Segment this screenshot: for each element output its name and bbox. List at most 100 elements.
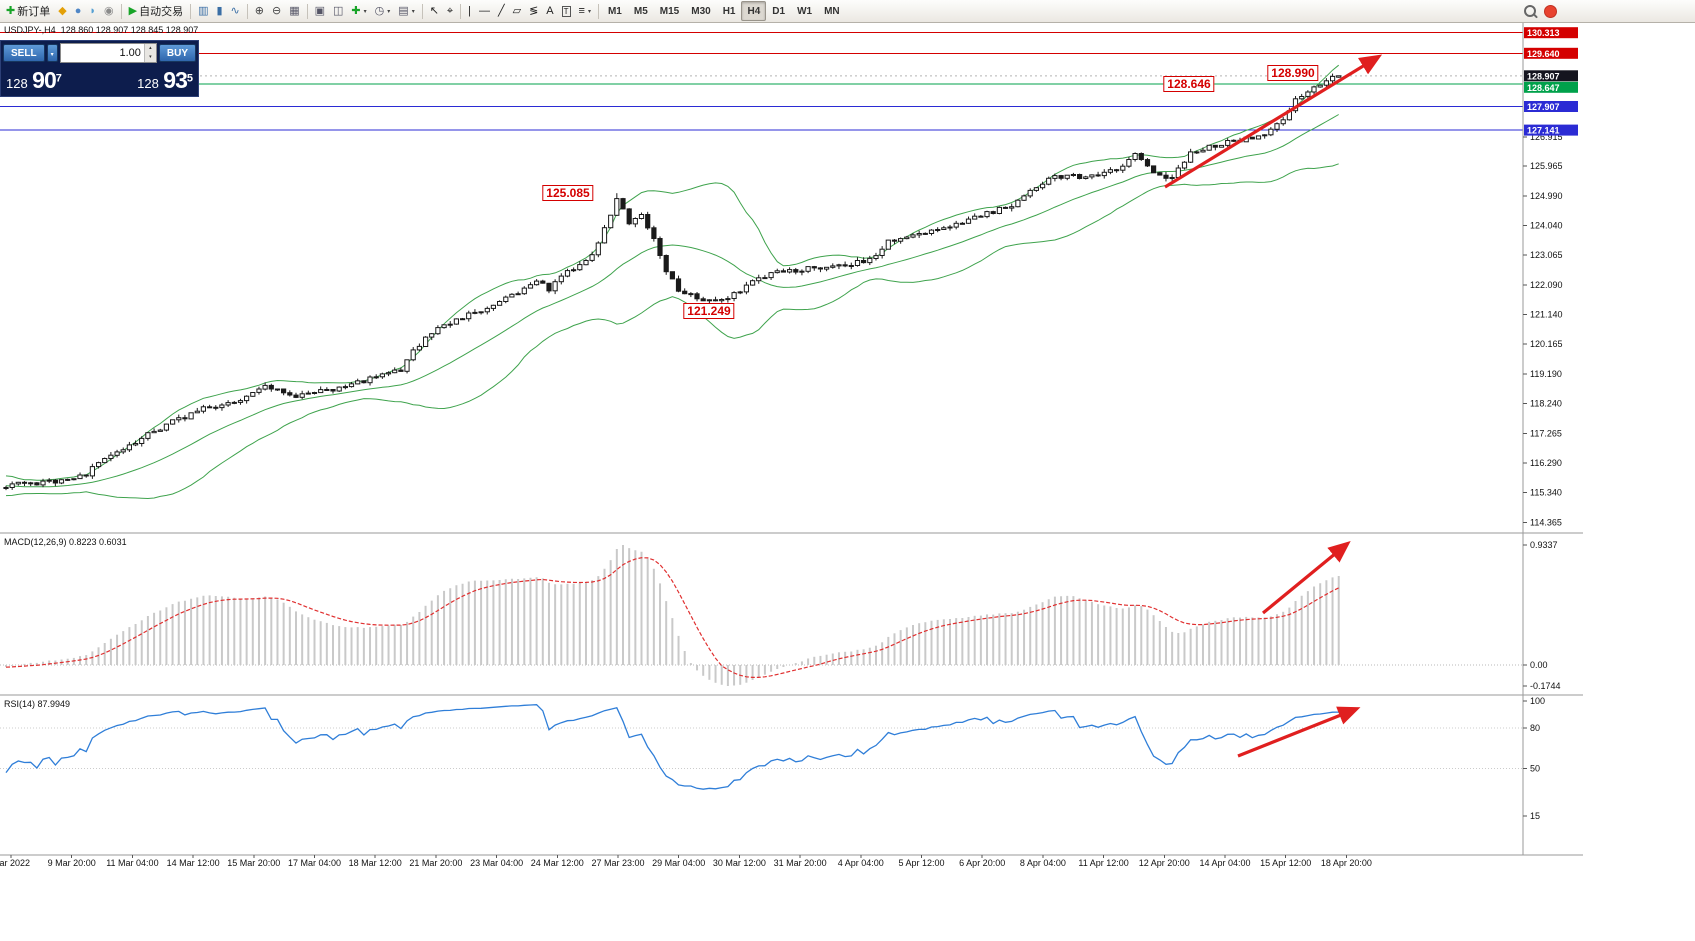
svg-text:15 Mar 20:00: 15 Mar 20:00 [227,858,280,868]
price-annotation[interactable]: 128.990 [1267,65,1319,82]
svg-text:31 Mar 20:00: 31 Mar 20:00 [774,858,827,868]
search-button[interactable] [1520,1,1540,21]
news-button[interactable]: ◉ [100,1,118,21]
indicators-button[interactable]: ✚ ▾ [347,1,370,21]
price-annotation[interactable]: 128.646 [1163,75,1215,92]
text-button[interactable]: A [542,1,557,21]
lot-increment-button[interactable]: ▴ [144,44,156,53]
timeframe-mn-button[interactable]: MN [824,5,840,17]
lot-decrement-button[interactable]: ▾ [144,53,156,62]
svg-text:29 Mar 04:00: 29 Mar 04:00 [652,858,705,868]
autotrading-button[interactable]: ▶ 自动交易 [125,1,187,21]
timeframes-menu-button[interactable]: ◷ ▾ [371,1,395,21]
new-order-label: 新订单 [17,6,51,18]
order-type-dropdown[interactable]: ▾ [46,44,58,62]
svg-text:114.365: 114.365 [1530,517,1562,527]
lot-spinner: ▴ ▾ [143,44,156,62]
sell-button[interactable]: SELL [3,44,45,62]
auto-arrange-button[interactable]: ◫ [329,1,347,21]
svg-text:126.915: 126.915 [1530,132,1563,142]
new-order-icon: ✚ [6,4,16,17]
price-annotation[interactable]: 125.085 [542,185,594,202]
fibonacci-icon: ≶ [529,4,539,17]
svg-text:100: 100 [1530,696,1545,706]
price-annotation[interactable]: 121.249 [683,302,735,319]
chart-candles-icon: ▮ [216,4,223,17]
svg-text:27 Mar 23:00: 27 Mar 23:00 [591,858,644,868]
timeframe-m30-button[interactable]: M30 [691,5,711,17]
svg-text:Mar 2022: Mar 2022 [0,858,30,868]
notifications-button[interactable] [1540,1,1561,21]
horizontal-line-icon: — [478,4,490,17]
chevron-down-icon: ▾ [50,51,54,58]
cursor-button[interactable]: ↖ [426,1,443,21]
zoom-in-icon: ⊕ [254,4,264,17]
zoom-out-icon: ⊖ [271,4,282,17]
buy-price-prefix: 128 [137,76,159,91]
toolbar-separator [246,3,248,19]
svg-text:125.965: 125.965 [1530,161,1563,171]
horizontal-line-button[interactable]: — [475,1,494,21]
zoom-in-button[interactable]: ⊕ [251,1,268,21]
vertical-line-button[interactable]: | [464,1,475,21]
one-click-trading-panel: SELL ▾ 1.00 ▴ ▾ BUY 128 907 128 935 [0,40,199,97]
toolbar-separator [421,3,423,19]
trendline-button[interactable]: ╱ [494,1,509,21]
trade-panel-controls: SELL ▾ 1.00 ▴ ▾ BUY [1,41,198,65]
timeframe-h4-button[interactable]: H4 [741,1,767,21]
svg-text:23 Mar 04:00: 23 Mar 04:00 [470,858,523,868]
svg-text:50: 50 [1530,764,1540,774]
zoom-out-button[interactable]: ⊖ [268,1,285,21]
timeframe-m15-button[interactable]: M15 [659,5,680,17]
toolbar: ✚ 新订单 ◆ ● ◗ ◉ ▶ 自动交易 ▥ ▮ ∿ ⊕ ⊖ ▦ ▣ ◫ ✚ ▾ ◷ ▾ ▤ ▾ ↖ ⌖ | — ╱ ▱ ≶ A T ≡ ▾ M1… [0,0,1695,23]
mql5-market-button[interactable]: ◆ [54,1,70,21]
chart-line-button[interactable]: ∿ [227,1,244,21]
svg-text:116.290: 116.290 [1530,458,1562,468]
svg-text:14 Mar 12:00: 14 Mar 12:00 [167,858,220,868]
fibonacci-button[interactable]: ≶ [525,1,542,21]
crosshair-button[interactable]: ⌖ [443,1,457,21]
cursor-icon: ↖ [429,4,439,17]
toolbar-separator [597,3,599,19]
templates-icon: ▤ [398,4,409,17]
chevron-down-icon: ▾ [587,8,591,15]
buy-button[interactable]: BUY [158,44,196,62]
objects-list-button[interactable]: ≡ ▾ [575,1,595,21]
grid-button[interactable]: ▦ [285,1,303,21]
buy-price-sup: 5 [186,72,193,85]
indicators-icon: ✚ [351,4,361,17]
lot-size-input[interactable]: 1.00 ▴ ▾ [59,43,157,63]
chat-button[interactable]: ◗ [85,1,100,21]
svg-text:18 Apr 20:00: 18 Apr 20:00 [1321,858,1372,868]
sell-price-prefix: 128 [6,76,28,91]
news-icon: ◉ [104,4,114,17]
timeframe-w1-button[interactable]: W1 [797,5,813,17]
svg-text:11 Mar 04:00: 11 Mar 04:00 [106,858,158,868]
tile-windows-button[interactable]: ▣ [311,1,329,21]
autotrading-icon: ▶ [128,4,138,17]
text-label-button[interactable]: T [558,1,575,21]
mql5-market-icon: ◆ [58,4,67,17]
equidistant-channel-button[interactable]: ▱ [509,1,525,21]
new-order-button[interactable]: ✚ 新订单 [2,1,54,21]
timeframe-m5-button[interactable]: M5 [633,5,648,17]
buy-price-main: 93 [163,67,188,93]
svg-text:5 Apr 12:00: 5 Apr 12:00 [898,858,944,868]
timeframe-d1-button[interactable]: D1 [772,5,786,17]
chart-candles-button[interactable]: ▮ [212,1,226,21]
svg-text:15 Apr 12:00: 15 Apr 12:00 [1260,858,1311,868]
buy-price-display[interactable]: 128 935 [137,67,193,94]
svg-text:130.313: 130.313 [1527,28,1560,38]
sell-price-display[interactable]: 128 907 [6,67,62,94]
chart-bars-button[interactable]: ▥ [194,1,212,21]
timeframe-m1-button[interactable]: M1 [607,5,622,17]
svg-text:9 Mar 20:00: 9 Mar 20:00 [48,858,96,868]
community-button[interactable]: ● [71,1,86,21]
trade-panel-prices: 128 907 128 935 [1,65,198,96]
svg-text:14 Apr 04:00: 14 Apr 04:00 [1199,858,1250,868]
notification-icon [1544,4,1557,18]
timeframe-h1-button[interactable]: H1 [722,5,736,17]
svg-text:80: 80 [1530,723,1540,733]
templates-button[interactable]: ▤ ▾ [394,1,418,21]
